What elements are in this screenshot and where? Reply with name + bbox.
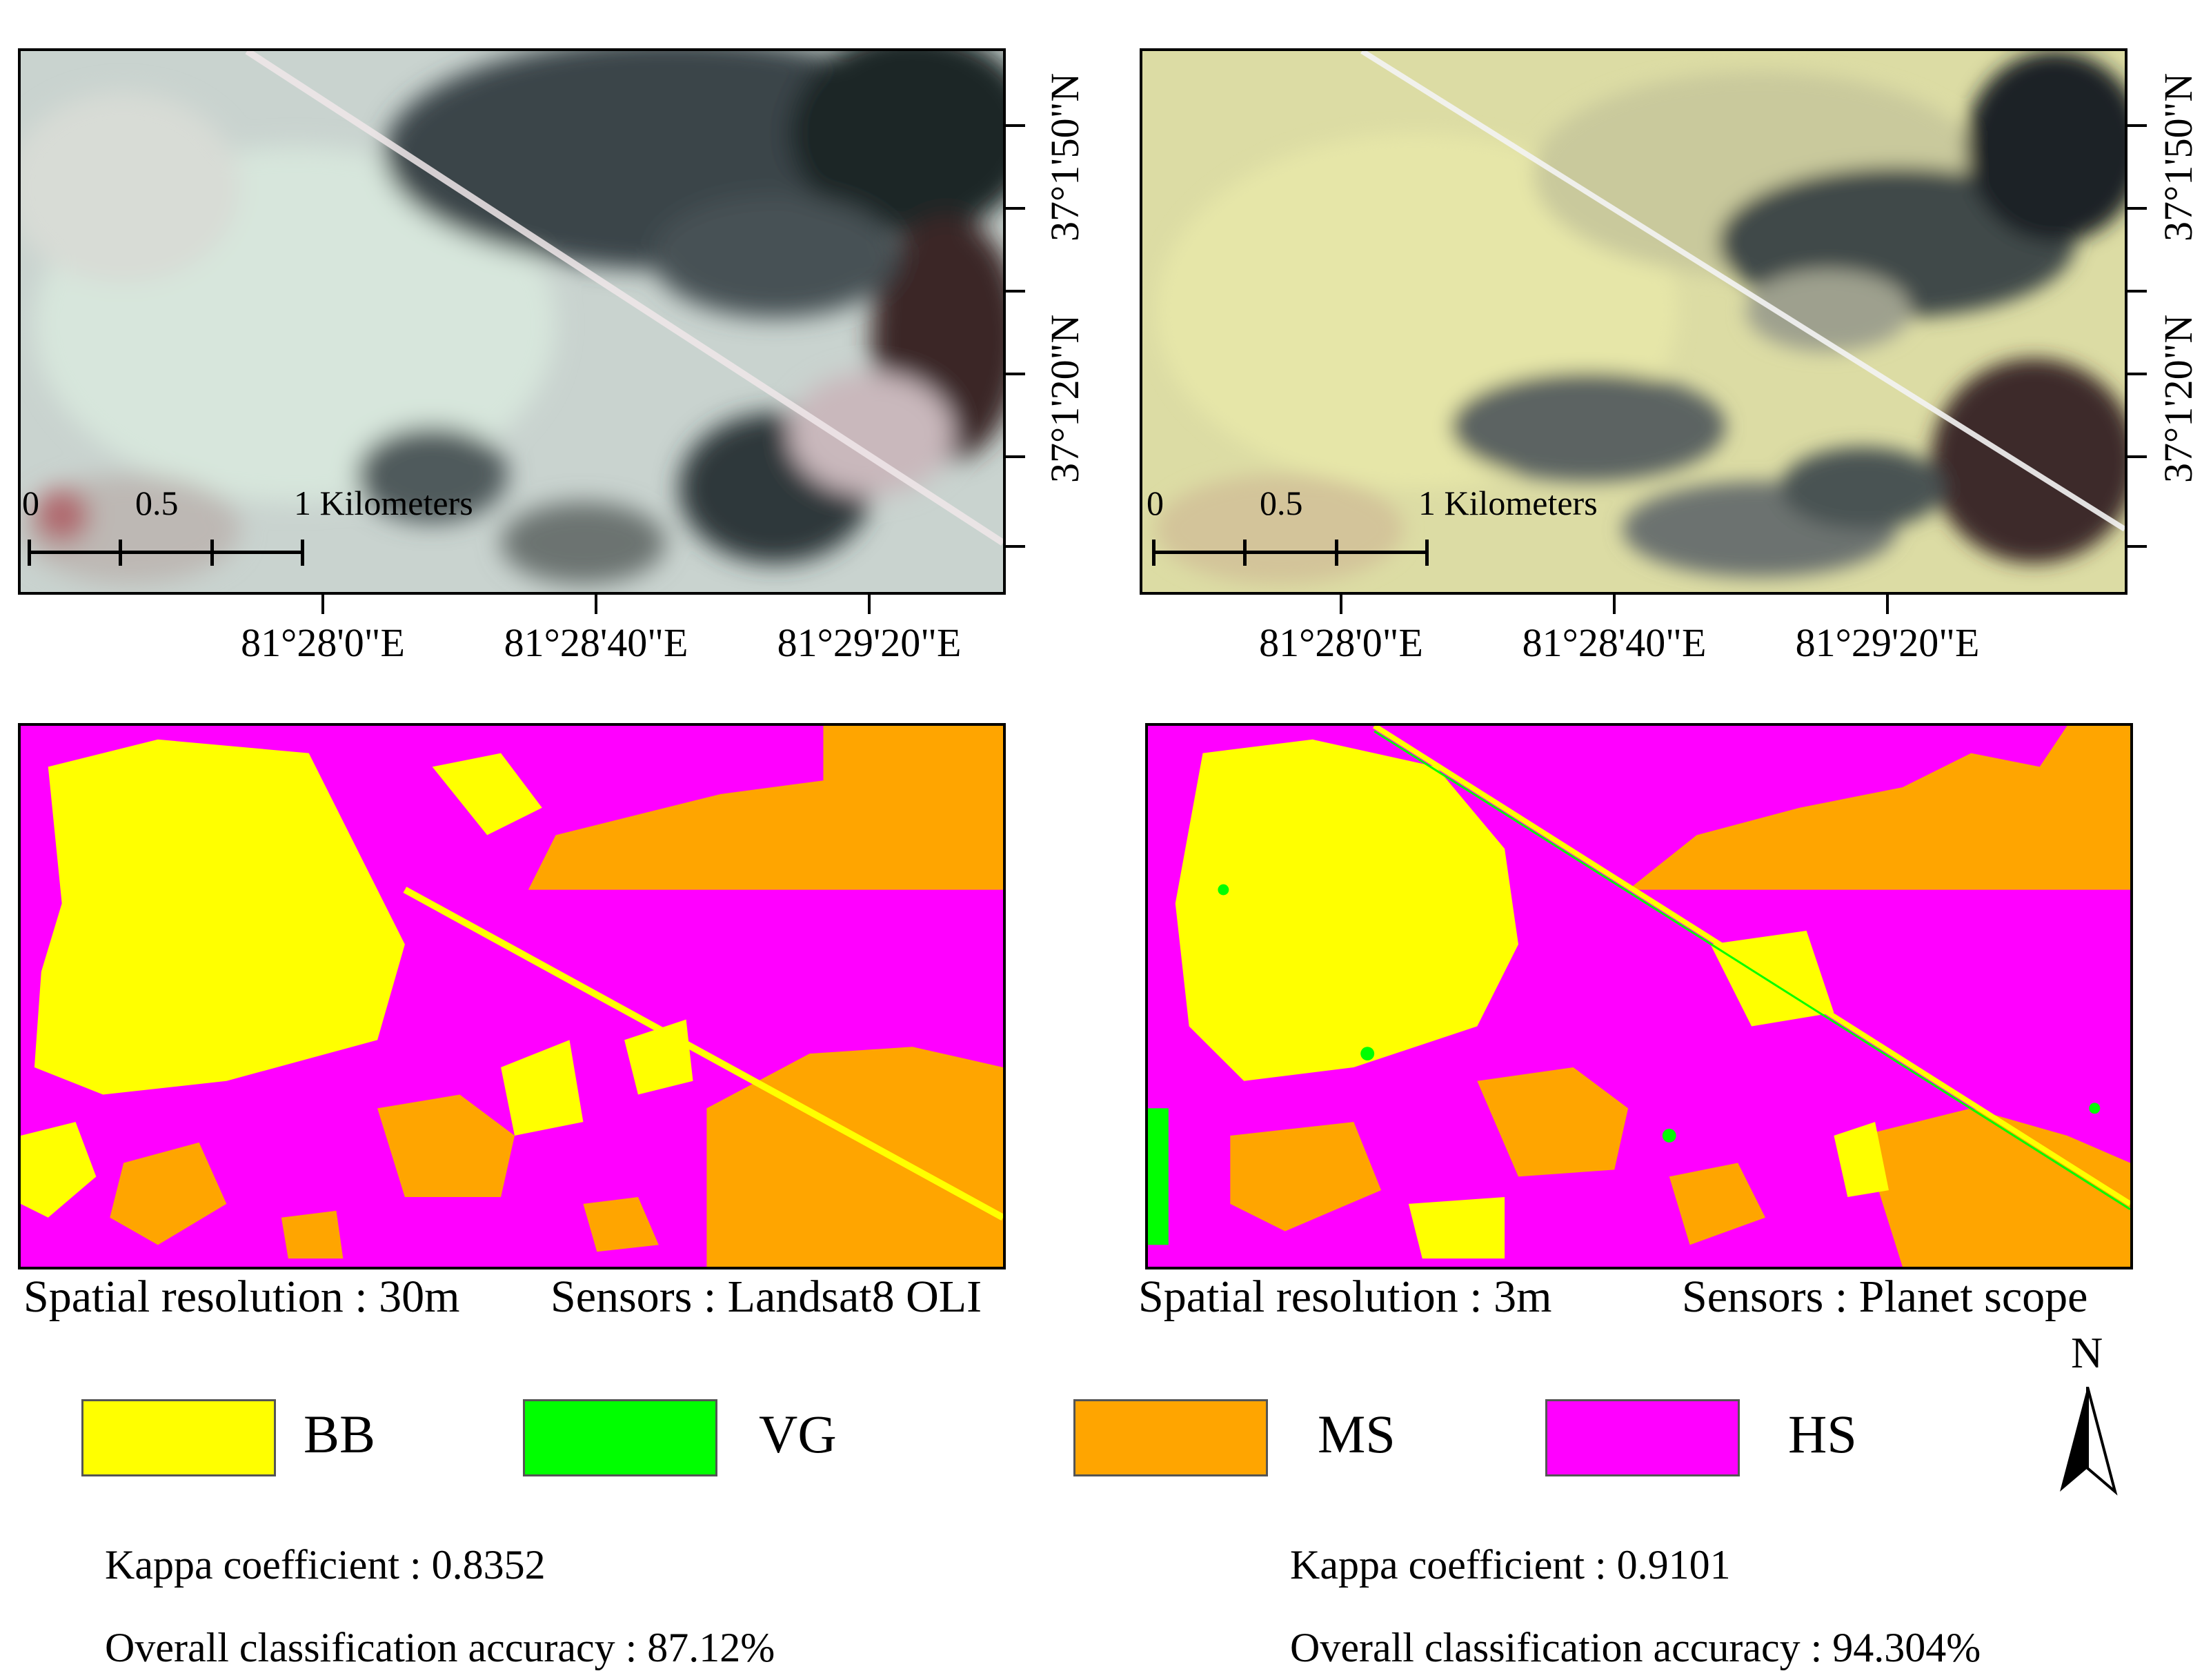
scale-label-mid: 0.5 [1260, 484, 1303, 522]
north-label: N [2071, 1328, 2103, 1377]
lat-label: 37°1'50"N [2156, 72, 2201, 241]
planet-classification-graphic [1148, 726, 2130, 1267]
scale-bar: 0 0.5 1 Kilometers [1147, 483, 1598, 566]
lon-label: 81°28'0"E [1259, 620, 1423, 665]
scale-label-0: 0 [22, 484, 39, 522]
planet-imagery-graphic [1142, 51, 2125, 592]
legend-label-hs: HS [1788, 1404, 1857, 1464]
legend-label-vg: VG [759, 1404, 837, 1464]
lon-label: 81°29'20"E [777, 620, 962, 665]
scale-label-0: 0 [1147, 484, 1164, 522]
lat-label: 37°1'50"N [1042, 72, 1087, 241]
legend-label-bb: BB [304, 1404, 376, 1464]
right-sensor-caption: Sensors : Planet scope [1682, 1272, 2088, 1322]
scale-label-mid: 0.5 [135, 484, 179, 522]
legend-swatch-hs [1545, 1399, 1740, 1476]
left-accuracy: Overall classification accuracy : 87.12% [105, 1625, 775, 1670]
planet-imagery-map [1140, 48, 2127, 595]
lon-label: 81°28'40"E [1522, 620, 1707, 665]
scale-bar: 0 0.5 1 Kilometers [22, 483, 473, 566]
legend-swatch-ms [1073, 1399, 1268, 1476]
legend-label-ms: MS [1318, 1404, 1396, 1464]
right-kappa: Kappa coefficient : 0.9101 [1290, 1542, 1731, 1588]
planet-classification-map [1145, 723, 2133, 1269]
left-sensor-caption: Sensors : Landsat8 OLI [550, 1272, 982, 1322]
lon-label: 81°28'40"E [504, 620, 688, 665]
lat-label: 37°1'20"N [1042, 314, 1087, 483]
right-resolution-caption: Spatial resolution : 3m [1138, 1272, 1552, 1322]
scale-label-end: 1 Kilometers [294, 484, 473, 522]
left-kappa: Kappa coefficient : 0.8352 [105, 1542, 546, 1588]
landsat-imagery-map [18, 48, 1006, 595]
scale-label-end: 1 Kilometers [1418, 484, 1598, 522]
lon-label: 81°29'20"E [1795, 620, 1980, 665]
right-accuracy: Overall classification accuracy : 94.304… [1290, 1625, 1981, 1670]
landsat-classification-map [18, 723, 1006, 1269]
lon-label: 81°28'0"E [241, 620, 405, 665]
legend-swatch-bb [81, 1399, 276, 1476]
lat-label: 37°1'20"N [2156, 314, 2201, 483]
left-resolution-caption: Spatial resolution : 30m [23, 1272, 460, 1322]
north-arrow: N [2046, 1328, 2129, 1497]
legend-swatch-vg [523, 1399, 717, 1476]
north-arrow-icon [2060, 1387, 2118, 1496]
landsat-classification-graphic [21, 726, 1003, 1267]
landsat-imagery-graphic [21, 51, 1003, 592]
